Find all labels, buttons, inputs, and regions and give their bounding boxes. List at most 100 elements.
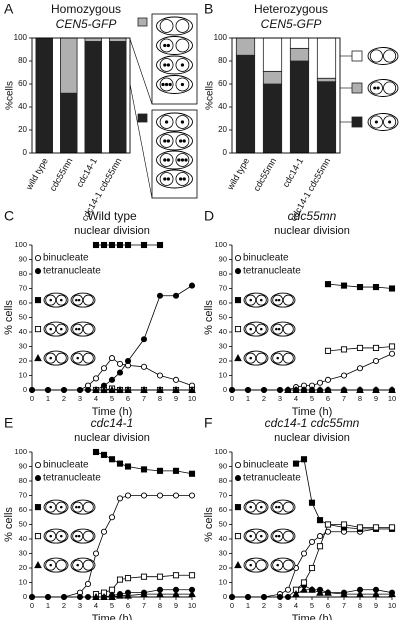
nucleus — [45, 530, 57, 542]
nucleus-dot — [75, 505, 78, 509]
nucleus — [369, 49, 383, 63]
y-tick-label: 40 — [18, 102, 27, 111]
nucleus-dot — [249, 298, 252, 302]
y-tick-label: 0 — [23, 592, 27, 601]
x-tick-label: 6 — [126, 601, 130, 610]
cell-outline — [156, 36, 193, 55]
y-tick-label: 100 — [214, 447, 227, 456]
cell-outline — [156, 55, 193, 75]
nucleus — [45, 559, 57, 571]
y-tick-label: 80 — [219, 269, 227, 278]
nucleus — [245, 294, 257, 306]
x-tick-label: 4 — [94, 394, 98, 403]
x-axis-label: Time (h) — [92, 406, 133, 418]
y-tick-label: 0 — [223, 385, 227, 394]
nucleus — [55, 323, 67, 335]
y-tick-label: 30 — [219, 341, 227, 350]
marker — [156, 467, 164, 474]
marker — [124, 357, 132, 365]
nucleus — [383, 49, 397, 63]
nucleus-dot — [77, 505, 81, 509]
marker — [116, 460, 124, 467]
nucleus-dot — [249, 505, 252, 509]
marker — [156, 492, 164, 499]
nucleus — [159, 172, 174, 186]
marker — [340, 521, 348, 528]
chart-title: cdc14-1 — [91, 416, 134, 430]
y-tick-label: 30 — [19, 548, 27, 557]
marker — [324, 385, 332, 394]
marker — [156, 573, 164, 580]
nucleus — [255, 294, 267, 306]
marker — [372, 357, 380, 365]
marker — [60, 386, 68, 394]
y-tick-label: 20 — [218, 125, 227, 134]
nucleus — [272, 530, 284, 542]
marker — [372, 283, 380, 291]
y-tick-label: 0 — [23, 385, 27, 394]
chart-subtitle: nuclear division — [74, 432, 150, 444]
marker — [188, 492, 196, 499]
nucleus-dot — [49, 534, 52, 538]
panel: C Wild type nuclear division % cells Time (h… — [3, 208, 196, 418]
x-tick-label: 8 — [358, 601, 362, 610]
marker — [116, 360, 124, 367]
chart-title: cdc55mn — [288, 209, 337, 223]
nucleus-dot — [179, 177, 183, 181]
legend-swatch — [137, 113, 148, 123]
nucleus — [55, 294, 67, 306]
legend-marker — [34, 533, 42, 540]
x-tick-label: cdc55mn — [48, 156, 75, 193]
legend-box — [151, 13, 198, 105]
nucleus — [369, 81, 383, 95]
nucleus — [45, 294, 57, 306]
nucleus — [82, 352, 94, 364]
legend-marker — [234, 297, 242, 304]
marker — [388, 343, 396, 350]
nucleus-dot — [182, 177, 186, 181]
y-tick-label: 90 — [219, 254, 227, 263]
marker — [156, 590, 164, 598]
nucleus-dot — [60, 327, 63, 331]
nucleus-dot — [184, 158, 188, 162]
marker — [108, 385, 116, 394]
y-tick-label: 30 — [19, 341, 27, 350]
nucleus — [272, 323, 284, 335]
y-tick-label: 60 — [18, 79, 27, 88]
marker — [244, 593, 252, 601]
nucleus — [159, 38, 174, 53]
marker — [140, 336, 148, 343]
marker — [156, 385, 164, 394]
bar-segment — [109, 37, 127, 42]
legend-label: tetranucleate — [43, 266, 101, 277]
nucleus-dot — [49, 563, 52, 567]
marker — [100, 451, 108, 458]
y-tick-label: 60 — [219, 505, 227, 514]
y-tick-label: 20 — [19, 563, 27, 572]
marker — [316, 533, 324, 540]
connector — [129, 39, 153, 105]
marker — [324, 588, 332, 596]
nucleus — [159, 58, 174, 72]
legend-marker — [34, 297, 42, 304]
y-tick-label: 70 — [19, 490, 27, 499]
y-tick-label: 40 — [19, 534, 27, 543]
cell-outline — [156, 112, 193, 132]
x-tick-label: 6 — [326, 394, 330, 403]
bar-segment — [262, 83, 283, 154]
cell-outline — [367, 47, 399, 65]
nucleus — [175, 19, 190, 33]
nucleus — [72, 501, 84, 513]
marker — [340, 372, 348, 379]
y-tick-label: 20 — [18, 125, 27, 134]
marker — [28, 593, 36, 601]
x-tick-label: 4 — [294, 601, 298, 610]
marker — [116, 385, 124, 394]
legend-marker — [34, 504, 42, 511]
y-axis-label: % cells — [203, 300, 215, 335]
nucleus-dot — [163, 139, 167, 143]
x-tick-label: 8 — [358, 394, 362, 403]
